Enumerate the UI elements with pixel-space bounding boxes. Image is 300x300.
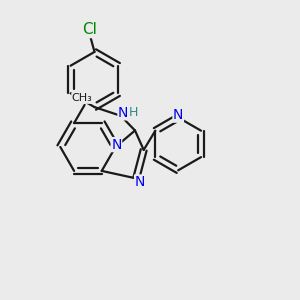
Text: Cl: Cl [82, 22, 98, 38]
Text: N: N [118, 106, 128, 120]
Text: CH₃: CH₃ [72, 93, 93, 103]
Text: N: N [173, 108, 183, 122]
Text: N: N [111, 138, 122, 152]
Text: N: N [135, 175, 145, 189]
Text: H: H [129, 106, 138, 119]
